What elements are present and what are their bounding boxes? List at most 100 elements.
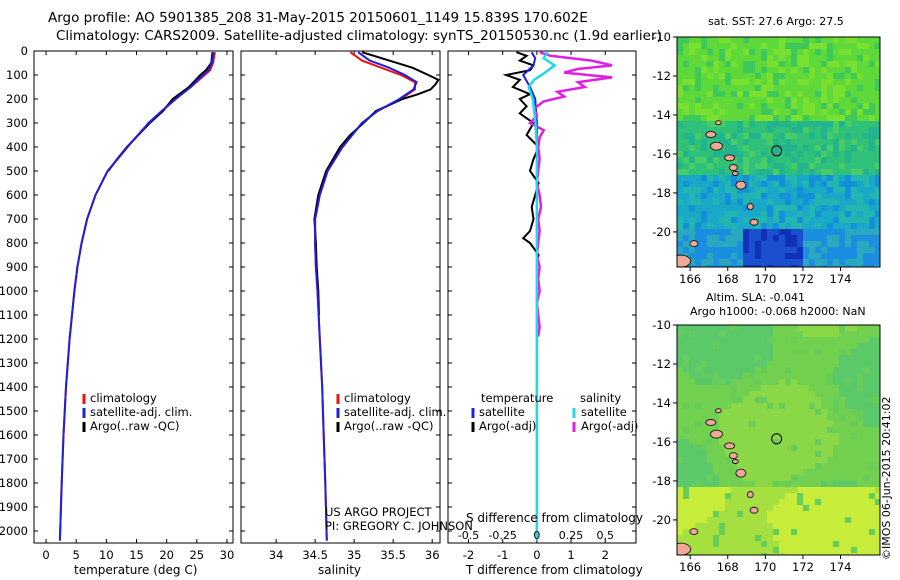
sst-map-cell xyxy=(689,115,695,121)
sst-map-cell xyxy=(809,73,815,79)
sla-map-cell xyxy=(749,409,755,415)
sst-map-cell xyxy=(689,229,695,235)
pi-label: PI: GREGORY C. JOHNSON xyxy=(325,519,473,533)
sla-map-cell xyxy=(695,499,701,505)
sst-map-cell xyxy=(869,85,875,91)
sla-map-cell xyxy=(683,451,689,457)
sla-map-cell xyxy=(713,505,719,511)
sla-map-cell xyxy=(797,379,803,385)
sst-map-cell xyxy=(839,169,845,175)
sst-map-cell xyxy=(827,157,833,163)
sla-map-cell xyxy=(731,463,737,469)
sst-map-cell xyxy=(767,85,773,91)
sla-map-cell xyxy=(869,511,875,517)
sla-map-cell xyxy=(827,325,833,331)
sst-map-cell xyxy=(845,49,851,55)
sst-map-cell xyxy=(845,193,851,199)
sla-map-cell xyxy=(767,469,773,475)
sst-map-cell xyxy=(761,121,767,127)
sla-map-cell xyxy=(695,547,701,553)
sst-map-cell xyxy=(863,109,869,115)
salinity-satellite-line xyxy=(314,51,418,541)
sst-map-cell xyxy=(863,145,869,151)
sst-map-cell xyxy=(827,73,833,79)
sla-map-cell xyxy=(773,391,779,397)
sla-map-cell xyxy=(815,415,821,421)
sst-map-cell xyxy=(719,163,725,169)
salinity-axes-frame xyxy=(240,50,441,544)
sst-map-cell xyxy=(731,253,737,259)
sst-map-cell xyxy=(845,73,851,79)
sst-map-cell xyxy=(809,247,815,253)
sla-map-cell xyxy=(737,409,743,415)
sst-map-cell xyxy=(785,181,791,187)
sst-map-cell xyxy=(713,211,719,217)
sla-map-cell xyxy=(761,535,767,541)
sst-map-cell xyxy=(821,151,827,157)
sst-map-cell xyxy=(815,127,821,133)
sst-map-cell xyxy=(785,121,791,127)
sst-map-cell xyxy=(857,247,863,253)
sla-map-cell xyxy=(785,523,791,529)
sla-map-cell xyxy=(833,493,839,499)
sla-map-cell xyxy=(767,451,773,457)
sst-map-cell xyxy=(677,115,683,121)
sdiff-legend-label: Argo(-adj) xyxy=(581,419,638,433)
sla-map-cell xyxy=(857,439,863,445)
sla-map-cell xyxy=(755,535,761,541)
sst-map-cell xyxy=(863,217,869,223)
sla-map-cell xyxy=(695,391,701,397)
sla-map-cell xyxy=(743,397,749,403)
sla-map-cell xyxy=(833,391,839,397)
sla-map-cell xyxy=(815,397,821,403)
sst-map-cell xyxy=(725,223,731,229)
sla-map-cell xyxy=(755,343,761,349)
sla-map-cell xyxy=(677,397,683,403)
sst-map-cell xyxy=(749,163,755,169)
sla-map-cell xyxy=(695,421,701,427)
sst-map-cell xyxy=(761,49,767,55)
sla-map-cell xyxy=(797,523,803,529)
sst-map-cell xyxy=(797,109,803,115)
sst-map-cell xyxy=(695,127,701,133)
sla-map-cell xyxy=(839,493,845,499)
sla-map-cell xyxy=(857,325,863,331)
sst-map-cell xyxy=(875,229,880,235)
sla-map-cell xyxy=(821,469,827,475)
sla-map-cell xyxy=(725,349,731,355)
sla-map-cell xyxy=(815,469,821,475)
sst-map-cell xyxy=(863,91,869,97)
sst-map-cell xyxy=(719,181,725,187)
sst-map-cell xyxy=(791,103,797,109)
sst-map-cell xyxy=(755,187,761,193)
sst-map-cell xyxy=(695,151,701,157)
temperature-xtick-label: 15 xyxy=(129,548,144,562)
difference-xtick-label: -1 xyxy=(497,548,508,562)
sst-map-cell xyxy=(869,79,875,85)
sla-map-cell xyxy=(701,367,707,373)
sst-map-cell xyxy=(695,121,701,127)
sla-map-cell xyxy=(851,451,857,457)
sla-map-cell xyxy=(779,523,785,529)
depth-tick-label: 100 xyxy=(6,68,28,82)
sst-map-cell xyxy=(797,187,803,193)
sla-map-cell xyxy=(869,403,875,409)
sst-map-cell xyxy=(809,217,815,223)
sst-map-cell xyxy=(809,37,815,43)
sla-map-cell xyxy=(845,469,851,475)
sla-map-cell xyxy=(875,463,880,469)
sla-map-cell xyxy=(821,373,827,379)
sst-map-cell xyxy=(803,259,809,265)
sla-map-cell xyxy=(869,409,875,415)
sla-map-cell xyxy=(677,421,683,427)
sst-map-xtick-label: 172 xyxy=(792,272,814,286)
sst-map-cell xyxy=(827,181,833,187)
sst-map-cell xyxy=(689,199,695,205)
sla-map-cell xyxy=(815,481,821,487)
sla-map-cell xyxy=(725,421,731,427)
sla-map-cell xyxy=(767,457,773,463)
sst-map-cell xyxy=(839,115,845,121)
sla-map-cell xyxy=(695,451,701,457)
sst-map-cell xyxy=(683,145,689,151)
sla-map-cell xyxy=(875,409,880,415)
